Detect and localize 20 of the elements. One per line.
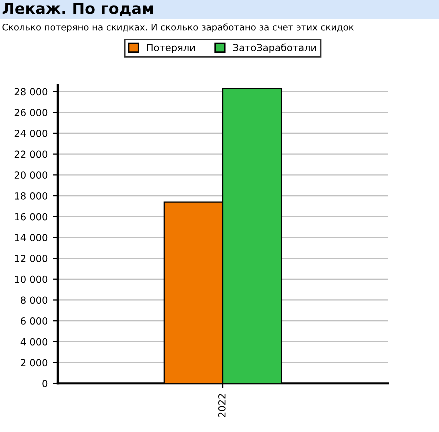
y-tick-label: 28 000 [14,88,48,96]
y-tick-label: 18 000 [15,192,48,200]
chart-title: Лекаж. По годам [2,3,154,16]
y-tick-label: 0 [42,380,48,388]
chart-subtitle: Сколько потеряно на скидках. И сколько заработано за счет этих скидок [2,24,354,33]
y-tick-label: 2 000 [21,359,48,367]
y-tick-label: 14 000 [15,234,48,242]
y-tick-label: 24 000 [14,130,48,138]
y-tick-label: 22 000 [14,150,48,158]
y-tick-label: 16 000 [15,213,48,221]
x-tick-label: 2022 [218,394,226,418]
y-tick-label: 20 000 [14,172,48,179]
legend-label: ЗатоЗаработали [233,44,316,54]
legend-label: Потеряли [147,44,196,54]
y-tick-label: 6 000 [21,318,48,325]
y-tick-label: 8 000 [21,296,48,304]
y-tick-label: 10 000 [15,276,48,284]
y-tick-label: 26 000 [14,109,48,116]
y-tick-label: 12 000 [15,255,48,262]
y-tick-label: 4 000 [20,338,48,346]
